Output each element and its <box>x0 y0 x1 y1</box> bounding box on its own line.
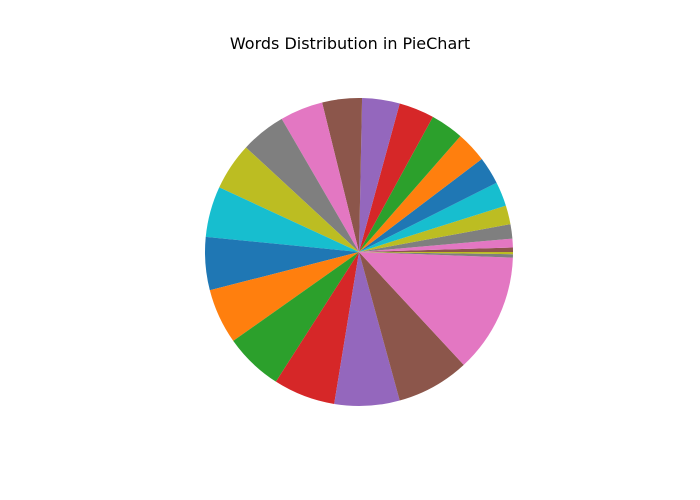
pie-slice-19 <box>275 252 359 404</box>
pie-slice-23 <box>359 252 513 258</box>
pie-slice-4 <box>359 205 511 252</box>
pie-slice-5 <box>359 182 506 252</box>
pie-slice-6 <box>359 159 497 252</box>
pie-slice-24 <box>359 252 513 255</box>
pie-slice-13 <box>245 118 359 252</box>
pie-slice-8 <box>359 116 461 252</box>
pie-slices <box>205 98 513 406</box>
pie-slice-2 <box>359 238 513 252</box>
pie-slice-11 <box>322 98 363 253</box>
pie-slice-22 <box>359 252 513 365</box>
pie-slice-16 <box>205 236 359 291</box>
pie-slice-9 <box>359 103 433 252</box>
pie-slice-20 <box>334 252 400 406</box>
chart-title: Words Distribution in PieChart <box>229 34 471 53</box>
pie-slice-21 <box>359 252 464 401</box>
pie-slice-7 <box>359 136 482 252</box>
pie-slice-18 <box>233 252 359 382</box>
pie-slice-3 <box>359 224 513 252</box>
pie-slice-1 <box>359 247 513 252</box>
pie-slice-10 <box>359 98 400 252</box>
pie-slice-14 <box>219 147 359 252</box>
pie-slice-12 <box>281 102 359 253</box>
pie-slice-17 <box>209 252 359 341</box>
pie-slice-15 <box>205 187 359 252</box>
